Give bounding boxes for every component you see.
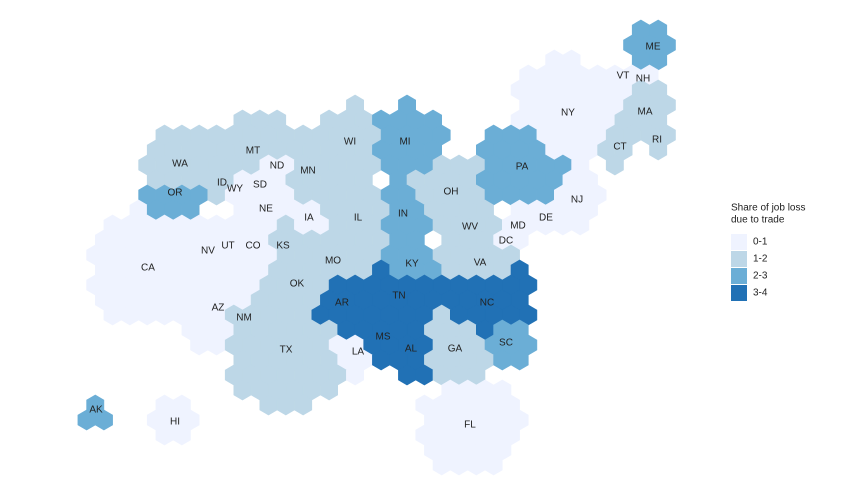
state-label: CA <box>141 263 155 274</box>
legend-swatch <box>731 285 747 301</box>
state-label: RI <box>652 135 662 146</box>
state-label: MI <box>399 137 410 148</box>
state-label: WI <box>344 137 356 148</box>
state-label: KS <box>276 241 290 252</box>
state-label: HI <box>170 417 180 428</box>
state-label: MS <box>376 332 391 343</box>
legend-label: 0-1 <box>753 237 768 248</box>
state-label: FL <box>464 420 476 431</box>
state-hex <box>346 364 365 386</box>
state-hex <box>510 349 529 371</box>
state-label: PA <box>516 162 529 173</box>
state-label: MN <box>300 166 316 177</box>
state-hex <box>605 154 624 176</box>
state-label: CT <box>613 142 626 153</box>
state-label: MA <box>638 107 653 118</box>
state-hex <box>95 409 113 431</box>
state-label: OK <box>290 279 305 290</box>
legend-label: 2-3 <box>753 271 768 282</box>
state-label: AK <box>89 405 103 416</box>
state-label: ND <box>270 161 284 172</box>
state-label: CO <box>246 241 261 252</box>
state-label: MD <box>510 221 526 232</box>
state-label: GA <box>448 344 463 355</box>
state-hex <box>294 394 313 416</box>
state-label: DC <box>499 236 513 247</box>
legend-swatch <box>731 268 747 284</box>
state-label: WY <box>227 184 243 195</box>
state-label: UT <box>221 241 234 252</box>
legend-label: 3-4 <box>753 288 768 299</box>
state-label: ME <box>646 42 661 53</box>
state-label: OH <box>444 187 459 198</box>
state-label: IA <box>304 213 314 224</box>
state-label: IL <box>354 213 363 224</box>
state-label: AR <box>335 298 349 309</box>
state-label: NC <box>480 298 494 309</box>
state-label: NV <box>201 246 215 257</box>
state-label: DE <box>539 213 553 224</box>
label-layer: ME VT NH MA CT RI NY PA NJ DE MD DC VA WV OH MI WI MN IL IN… <box>89 42 662 431</box>
state-hex <box>571 214 590 236</box>
state-hex <box>320 379 339 401</box>
legend-swatch <box>731 251 747 267</box>
state-label: NM <box>236 313 252 324</box>
state-label: TX <box>280 345 293 356</box>
state-label: IN <box>398 209 408 220</box>
state-label: AL <box>405 344 418 355</box>
state-label: TN <box>392 291 405 302</box>
state-label: SC <box>499 338 513 349</box>
state-label: ID <box>217 178 227 189</box>
state-label: NH <box>636 74 650 85</box>
state-label: WA <box>172 159 188 170</box>
state-label: NE <box>259 204 273 215</box>
state-label: NY <box>561 108 575 119</box>
state-label: AZ <box>212 303 225 314</box>
state-label: VA <box>474 258 487 269</box>
legend-label: 1-2 <box>753 254 768 265</box>
state-label: SD <box>253 180 267 191</box>
legend-title: Share of job loss <box>731 203 806 214</box>
state-label: NJ <box>571 195 583 206</box>
state-label: MT <box>246 146 260 157</box>
legend-swatch <box>731 234 747 250</box>
hex-layer <box>77 19 676 476</box>
state-hex <box>172 424 191 446</box>
legend-title: due to trade <box>731 215 785 226</box>
state-label: MO <box>325 256 341 267</box>
state-label: OR <box>168 188 183 199</box>
state-hex <box>649 139 668 161</box>
state-label: VT <box>617 71 630 82</box>
state-label: KY <box>405 259 419 270</box>
state-label: WV <box>462 222 478 233</box>
state-label: LA <box>352 347 365 358</box>
state-hex <box>484 454 503 476</box>
